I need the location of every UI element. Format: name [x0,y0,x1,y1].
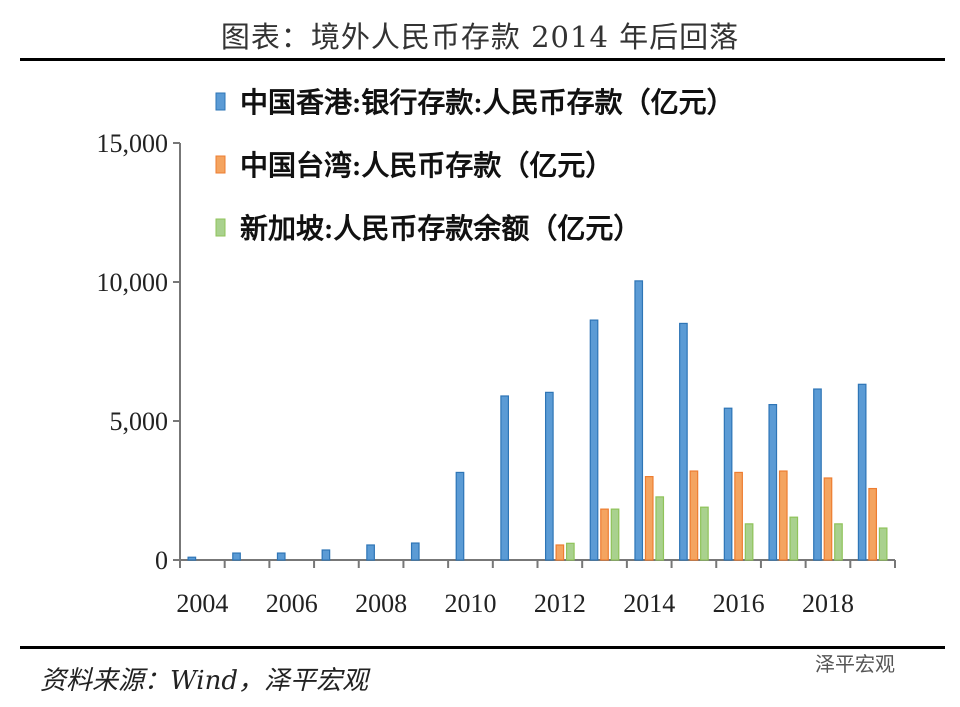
x-tick-label: 2006 [266,589,318,618]
bar-hongkong [455,471,465,561]
bar-singapore [744,523,754,561]
bar-singapore [565,542,575,561]
bar-hongkong [679,322,688,561]
bar-singapore [655,496,665,561]
top-rule [20,58,945,61]
bottom-rule [20,646,945,649]
x-tick-label: 2010 [444,589,496,618]
y-tick-label: 15,000 [97,129,169,158]
bar-hongkong [321,549,331,561]
bar-hongkong [232,552,241,561]
bar-hongkong [410,542,420,561]
x-tick-label: 2008 [355,589,407,618]
bar-hongkong [500,395,510,561]
bar-hongkong [723,407,733,561]
bar-chart: 0 5,000 10,000 15,000 2004 2006 2008 2010 2012 20… [97,86,896,618]
bar-hongkong [276,552,286,561]
chart-title: 图表：境外人民币存款 2014 年后回落 [220,20,740,54]
bar-singapore [610,508,620,561]
bar-taiwan [644,476,654,561]
watermark: 泽平宏观 [815,652,895,676]
bar-taiwan [555,544,565,561]
bar-hongkong [857,383,867,561]
bar-hongkong [634,280,644,561]
x-tick-label: 2004 [176,589,228,618]
bar-singapore [789,516,799,561]
bar-taiwan [600,508,609,561]
y-tick-label: 10,000 [97,268,169,297]
bar-taiwan [734,471,743,561]
legend-label: 中国台湾:人民币存款（亿元） [240,149,613,182]
y-tick-label: 0 [155,546,168,575]
bar-singapore [834,523,843,561]
y-tick-label: 5,000 [110,407,169,436]
source-note: 资料来源：Wind，泽平宏观 [40,666,368,696]
bar-taiwan [778,470,788,561]
legend-swatch [215,155,226,174]
bar-hongkong [366,544,375,561]
legend-swatch [215,92,226,111]
x-tick-label: 2016 [713,589,765,618]
x-tick-label: 2012 [534,589,586,618]
bar-hongkong [768,403,778,561]
bar-taiwan [868,487,878,561]
bar-taiwan [689,470,699,561]
x-tick-label: 2018 [802,589,854,618]
bar-singapore [700,506,709,561]
x-tick-label: 2014 [623,589,675,618]
legend-swatch [215,218,226,237]
bar-hongkong [187,556,197,561]
bar-hongkong [813,388,822,561]
bar-singapore [878,527,888,561]
legend-label: 新加坡:人民币存款余额（亿元） [240,212,641,245]
bar-hongkong [544,391,554,561]
bar-hongkong [589,319,599,561]
bar-taiwan [823,477,833,561]
legend-label: 中国香港:银行存款:人民币存款（亿元） [240,86,735,119]
